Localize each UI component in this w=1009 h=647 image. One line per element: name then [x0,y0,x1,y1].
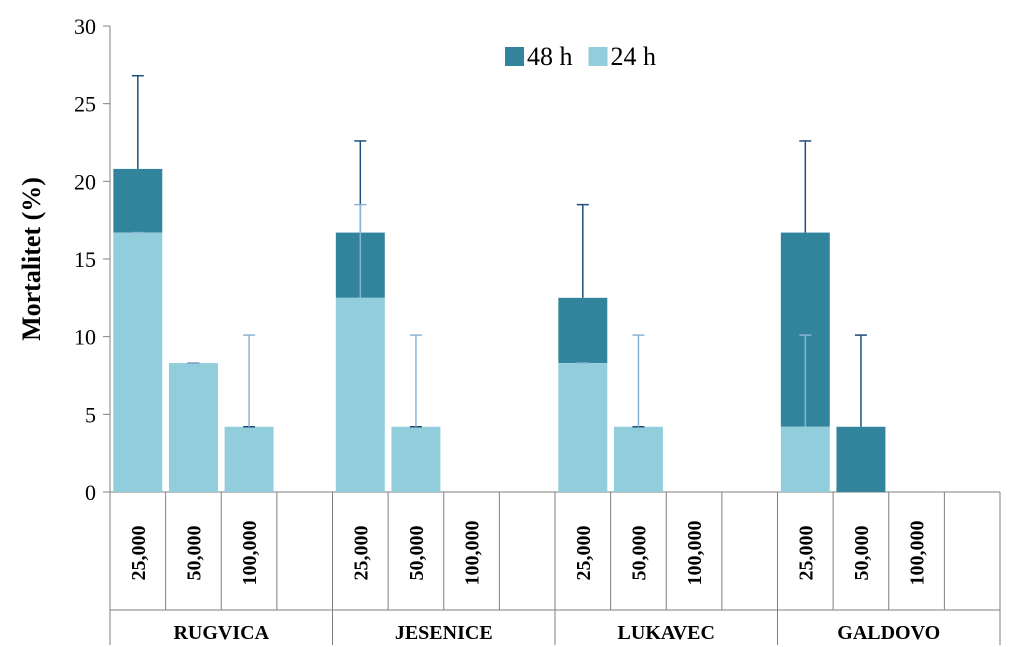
category-label: 50,000 [628,526,650,581]
y-tick-label: 0 [85,480,96,505]
bar-24h [558,363,608,492]
y-tick-label: 25 [74,92,96,117]
error-bars [131,74,867,428]
bar-24h [335,297,385,492]
y-tick-label: 5 [85,402,96,427]
group-label: LUKAVEC [618,622,715,644]
group-label: JESENICE [395,622,493,644]
labels: 0 5 10 15 20 25 30 Mortalitet (%) 25,000 50,000 10… [17,14,940,644]
category-label: 50,000 [183,526,205,581]
category-label: 25,000 [128,526,150,581]
axes [103,25,1001,645]
bar-48h [836,426,886,492]
bars [113,168,886,493]
bar-24h [168,363,218,492]
y-tick-label: 15 [74,247,96,272]
legend-label: 24 h [611,42,657,71]
legend-label: 48 h [527,42,573,71]
bar-24h [780,426,830,492]
bar-24h [113,232,163,493]
category-label: 25,000 [573,526,595,581]
bar-24h [224,426,274,492]
group-label: RUGVICA [173,622,269,644]
category-label: 50,000 [851,526,873,581]
category-label: 100,000 [907,521,929,586]
group-label: GALDOVO [837,622,940,644]
y-axis-label: Mortalitet (%) [17,177,46,341]
y-tick-label: 20 [74,169,96,194]
category-label: 50,000 [406,526,428,581]
category-label: 100,000 [462,521,484,586]
category-label: 25,000 [350,526,372,581]
y-tick-label: 10 [74,325,96,350]
y-tick-label: 30 [74,14,96,39]
category-label: 100,000 [239,521,261,586]
category-label: 100,000 [684,521,706,586]
legend-swatch [588,47,608,66]
legend: 48 h 24 h [505,42,656,71]
category-label: 25,000 [795,526,817,581]
bar-48h [558,297,608,364]
legend-swatch [505,47,524,66]
bar-24h [391,426,441,492]
bar-24h [613,426,663,492]
bar-48h [113,168,163,233]
